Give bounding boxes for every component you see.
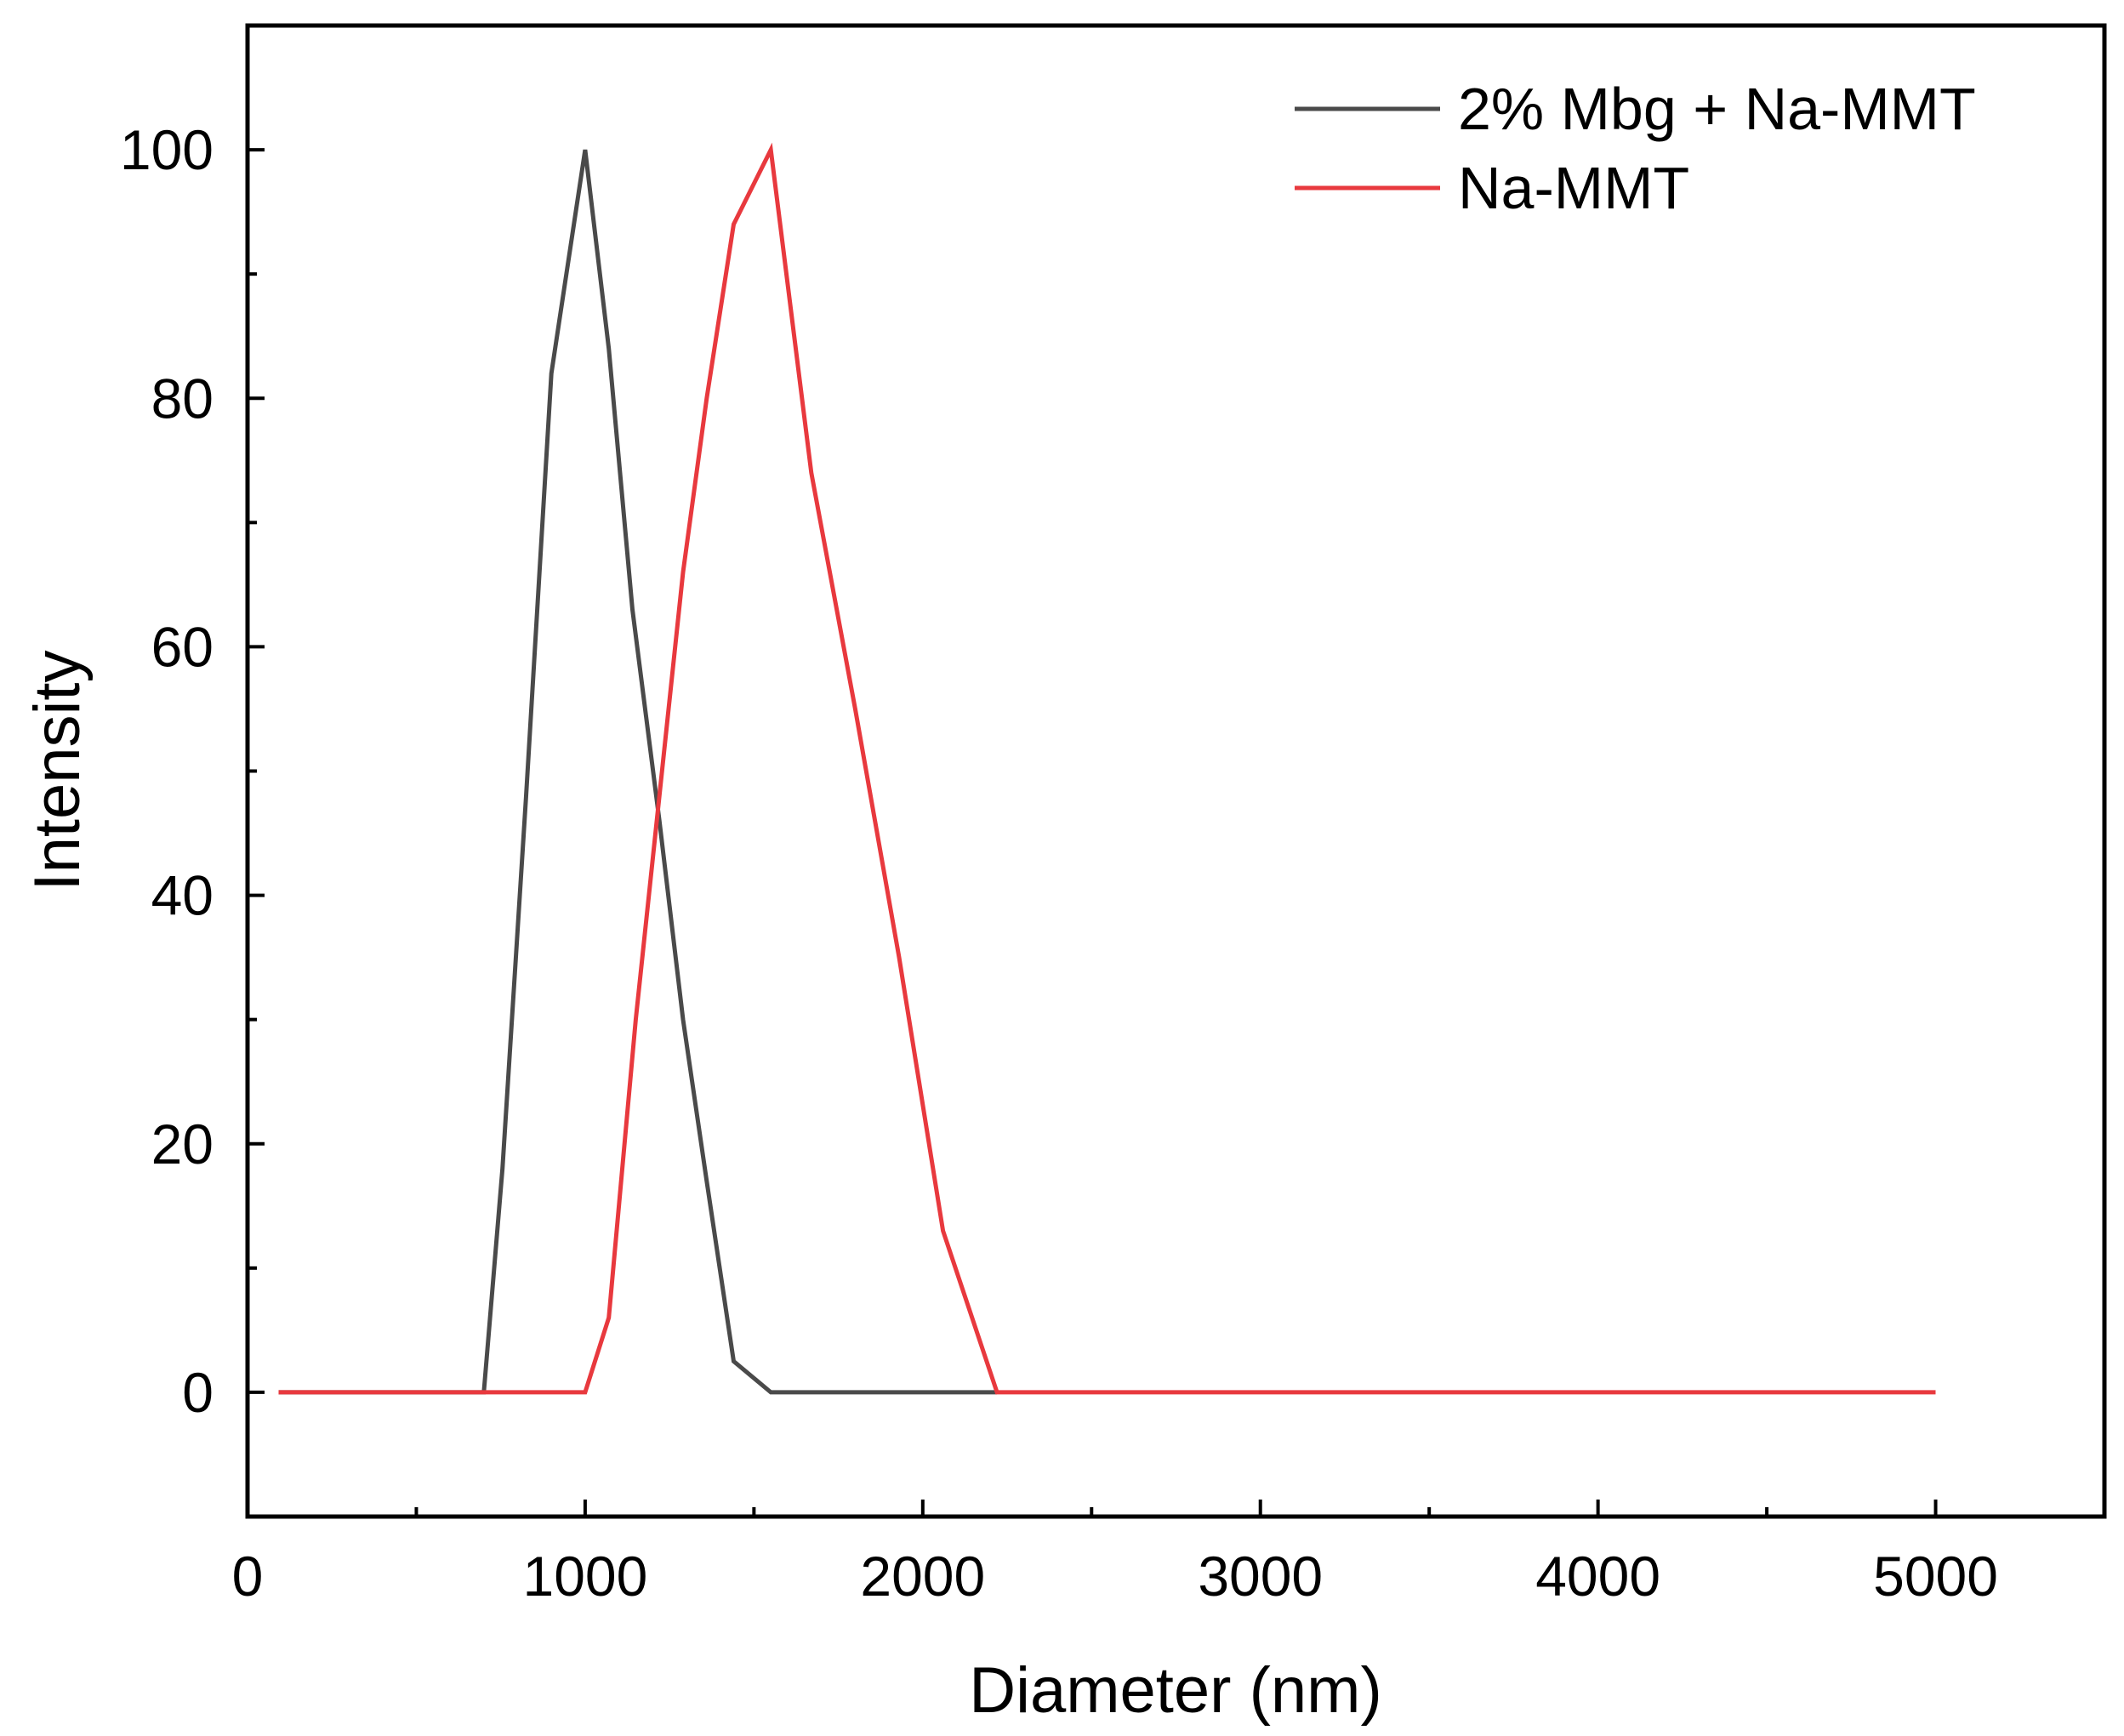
y-axis-title: Intensity: [21, 650, 94, 891]
y-tick-label: 80: [151, 367, 214, 430]
x-tick-label: 4000: [1535, 1545, 1660, 1608]
y-tick-label: 20: [151, 1113, 214, 1175]
x-tick-label: 2000: [860, 1545, 985, 1608]
tick-labels-layer: 0 1000 2000 3000 4000 5000 0 20 40 60 80 100: [120, 118, 1998, 1608]
y-tick-label: 100: [120, 118, 214, 181]
x-tick-label: 3000: [1198, 1545, 1323, 1608]
legend: 2% Mbg + Na-MMT Na-MMT: [1295, 76, 1976, 221]
legend-label-1: 2% Mbg + Na-MMT: [1458, 76, 1976, 142]
series-line-2: [278, 142, 1936, 1395]
y-tick-label: 40: [151, 864, 214, 927]
legend-label-2: Na-MMT: [1458, 155, 1689, 221]
y-tick-label: 60: [151, 615, 214, 678]
y-tick-label: 0: [182, 1361, 214, 1424]
x-tick-label: 5000: [1873, 1545, 1998, 1608]
x-tick-label: 0: [232, 1545, 264, 1608]
ticks-layer: [246, 148, 1938, 1517]
series-layer: [278, 142, 1936, 1395]
x-tick-label: 1000: [522, 1545, 647, 1608]
x-axis-title: Diameter (nm): [969, 1654, 1382, 1727]
series-line-1: [278, 149, 998, 1395]
